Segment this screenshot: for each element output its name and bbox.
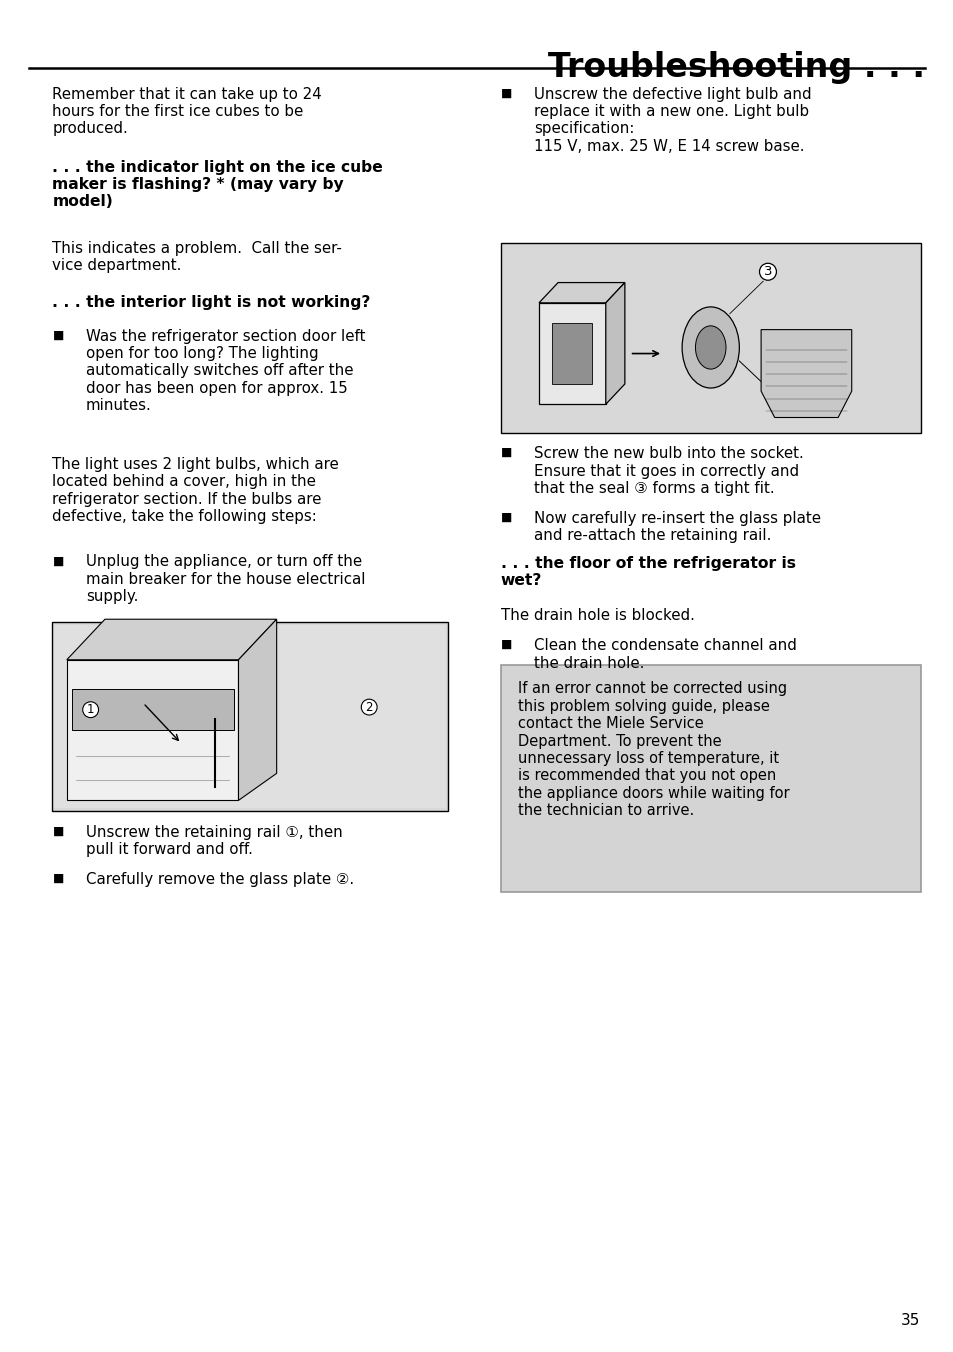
FancyBboxPatch shape	[54, 625, 446, 808]
Text: Remember that it can take up to 24
hours for the first ice cubes to be
produced.: Remember that it can take up to 24 hours…	[52, 87, 322, 137]
Text: Unscrew the defective light bulb and
replace it with a new one. Light bulb
speci: Unscrew the defective light bulb and rep…	[534, 87, 811, 154]
Circle shape	[681, 307, 739, 388]
Text: 35: 35	[901, 1313, 920, 1328]
Text: Clean the condensate channel and
the drain hole.: Clean the condensate channel and the dra…	[534, 638, 797, 671]
Text: Now carefully re-insert the glass plate
and re-attach the retaining rail.: Now carefully re-insert the glass plate …	[534, 511, 821, 544]
Circle shape	[695, 326, 725, 369]
Polygon shape	[67, 660, 238, 800]
Text: ■: ■	[52, 554, 64, 568]
Text: Unscrew the retaining rail ①, then
pull it forward and off.: Unscrew the retaining rail ①, then pull …	[86, 825, 342, 857]
Text: Was the refrigerator section door left
open for too long? The lighting
automatic: Was the refrigerator section door left o…	[86, 329, 365, 414]
Text: Troubleshooting . . .: Troubleshooting . . .	[548, 51, 924, 84]
Text: ■: ■	[500, 638, 512, 652]
Polygon shape	[605, 283, 624, 404]
Text: Unplug the appliance, or turn off the
main breaker for the house electrical
supp: Unplug the appliance, or turn off the ma…	[86, 554, 365, 604]
Text: . . . the floor of the refrigerator is
wet?: . . . the floor of the refrigerator is w…	[500, 556, 795, 588]
Polygon shape	[238, 619, 276, 800]
Text: This indicates a problem.  Call the ser-
vice department.: This indicates a problem. Call the ser- …	[52, 241, 342, 273]
Text: . . . the interior light is not working?: . . . the interior light is not working?	[52, 295, 371, 310]
Text: 2: 2	[365, 700, 373, 714]
Polygon shape	[538, 303, 605, 404]
FancyBboxPatch shape	[52, 622, 448, 811]
Text: Screw the new bulb into the socket.
Ensure that it goes in correctly and
that th: Screw the new bulb into the socket. Ensu…	[534, 446, 803, 496]
Text: 1: 1	[87, 703, 94, 717]
FancyBboxPatch shape	[500, 243, 920, 433]
FancyBboxPatch shape	[500, 665, 920, 892]
Text: . . . the indicator light on the ice cube
maker is flashing? * (may vary by
mode: . . . the indicator light on the ice cub…	[52, 160, 383, 210]
Text: The drain hole is blocked.: The drain hole is blocked.	[500, 608, 694, 623]
Text: ■: ■	[52, 872, 64, 886]
Text: ■: ■	[52, 825, 64, 838]
FancyBboxPatch shape	[552, 323, 592, 384]
Text: ■: ■	[500, 446, 512, 460]
Polygon shape	[538, 283, 624, 303]
Text: Carefully remove the glass plate ②.: Carefully remove the glass plate ②.	[86, 872, 354, 887]
Polygon shape	[67, 619, 276, 660]
Text: ■: ■	[500, 511, 512, 525]
Polygon shape	[760, 330, 851, 418]
Text: 3: 3	[763, 265, 771, 279]
Polygon shape	[71, 690, 233, 730]
Text: If an error cannot be corrected using
this problem solving guide, please
contact: If an error cannot be corrected using th…	[517, 681, 789, 818]
Text: The light uses 2 light bulbs, which are
located behind a cover, high in the
refr: The light uses 2 light bulbs, which are …	[52, 457, 339, 525]
Text: ■: ■	[500, 87, 512, 100]
Text: ■: ■	[52, 329, 64, 342]
